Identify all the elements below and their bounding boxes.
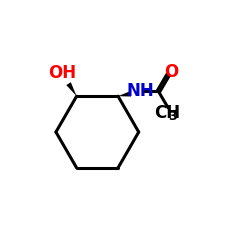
Text: CH: CH xyxy=(154,104,180,122)
Polygon shape xyxy=(66,82,77,96)
Polygon shape xyxy=(118,91,131,96)
Text: O: O xyxy=(164,62,179,80)
Text: NH: NH xyxy=(126,82,154,100)
Text: OH: OH xyxy=(48,64,76,82)
Text: 3: 3 xyxy=(168,110,177,124)
